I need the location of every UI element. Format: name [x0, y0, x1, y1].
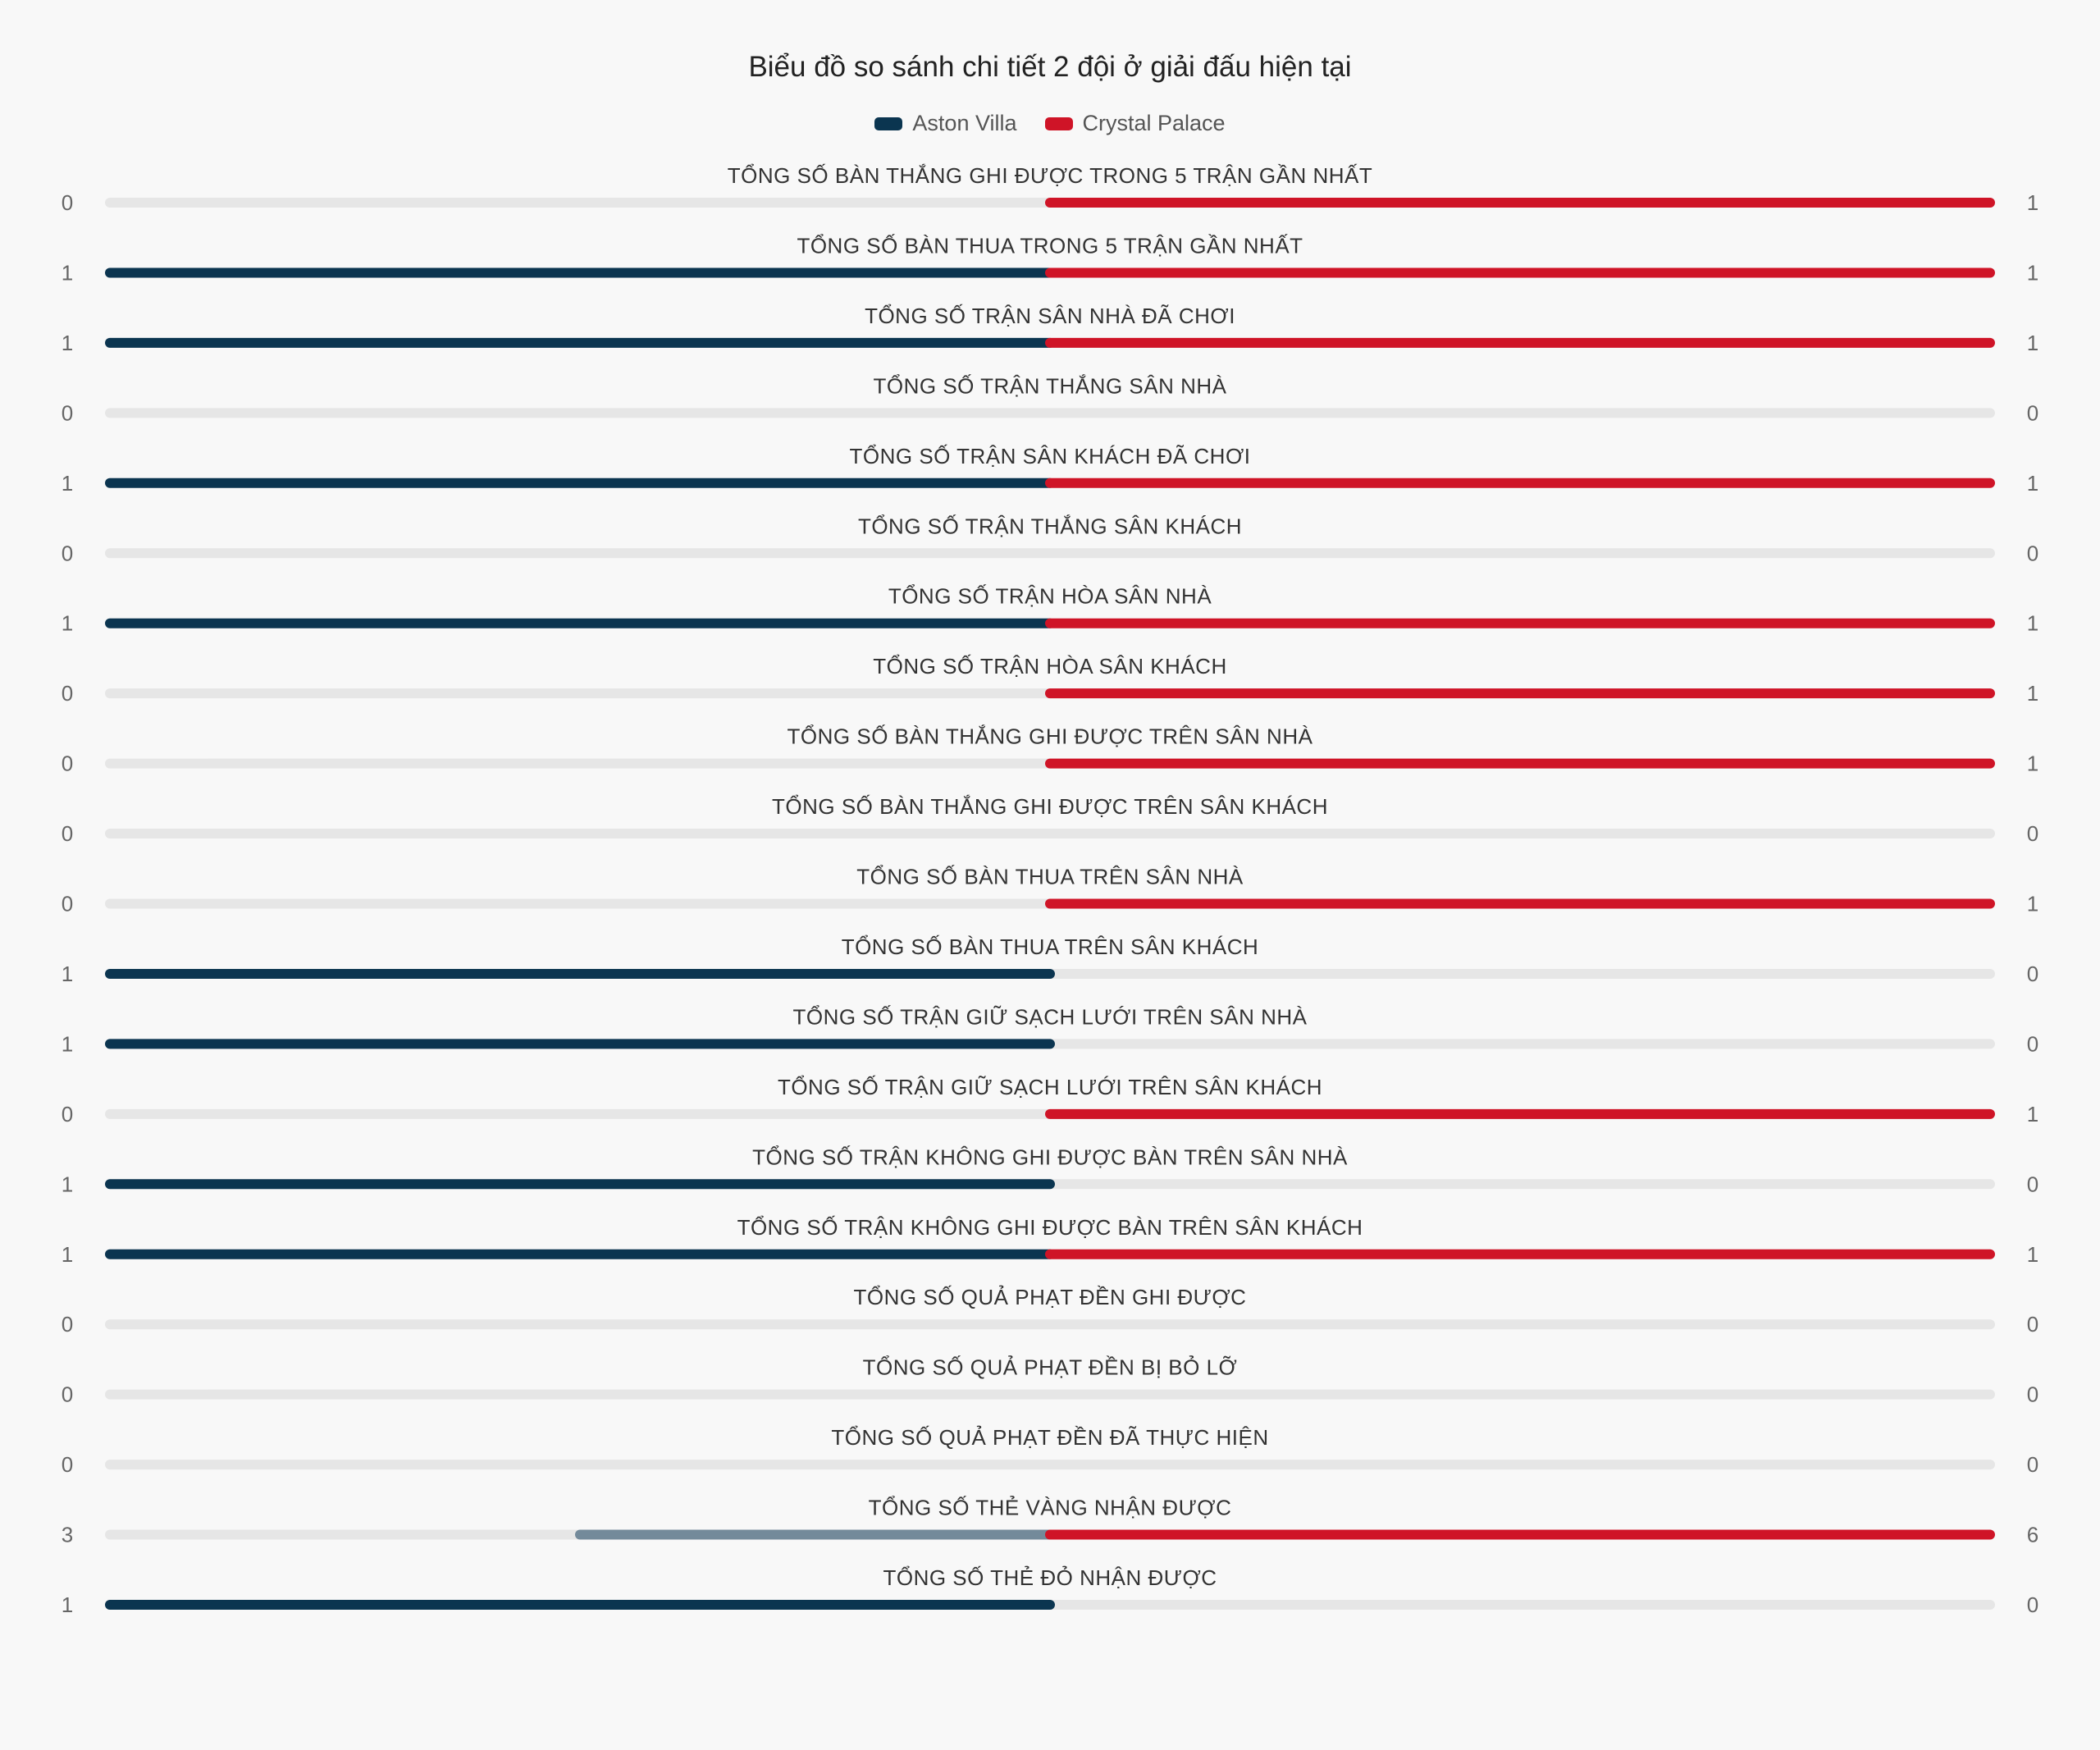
- category-label: TỔNG SỐ TRẬN KHÔNG GHI ĐƯỢC BÀN TRÊN SÂN…: [737, 1215, 1363, 1240]
- value-label-crystal-palace: 0: [2027, 400, 2038, 425]
- value-label-crystal-palace: 1: [2027, 1242, 2038, 1267]
- category-label: TỔNG SỐ BÀN THUA TRONG 5 TRẬN GẦN NHẤT: [797, 233, 1303, 258]
- category-label: TỔNG SỐ BÀN THẮNG GHI ĐƯỢC TRONG 5 TRẬN …: [728, 163, 1372, 188]
- category-label: TỔNG SỐ TRẬN HÒA SÂN KHÁCH: [873, 654, 1226, 679]
- legend: Aston Villa Crystal Palace: [0, 111, 2100, 136]
- category-label: TỔNG SỐ BÀN THẮNG GHI ĐƯỢC TRÊN SÂN NHÀ: [788, 724, 1313, 749]
- value-label-crystal-palace: 0: [2027, 821, 2038, 846]
- value-label-aston-villa: 1: [62, 1592, 73, 1617]
- value-label-aston-villa: 1: [62, 1172, 73, 1196]
- category-label: TỔNG SỐ TRẬN GIỮ SẠCH LƯỚI TRÊN SÂN NHÀ: [793, 1004, 1308, 1029]
- legend-label-crystal-palace: Crystal Palace: [1082, 111, 1226, 135]
- value-label-crystal-palace: 1: [2027, 611, 2038, 636]
- value-label-aston-villa: 0: [62, 821, 73, 846]
- value-label-aston-villa: 0: [62, 400, 73, 425]
- value-label-crystal-palace: 0: [2027, 541, 2038, 565]
- value-label-crystal-palace: 1: [2027, 260, 2038, 285]
- value-label-crystal-palace: 1: [2027, 1102, 2038, 1126]
- category-label: TỔNG SỐ TRẬN KHÔNG GHI ĐƯỢC BÀN TRÊN SÂN…: [752, 1145, 1348, 1169]
- category-label: TỔNG SỐ BÀN THUA TRÊN SÂN KHÁCH: [842, 934, 1259, 959]
- value-label-crystal-palace: 1: [2027, 331, 2038, 355]
- category-label: TỔNG SỐ TRẬN THẮNG SÂN NHÀ: [874, 373, 1227, 398]
- value-label-aston-villa: 1: [62, 1242, 73, 1267]
- value-label-crystal-palace: 0: [2027, 962, 2038, 986]
- value-label-crystal-palace: 0: [2027, 1031, 2038, 1056]
- value-label-crystal-palace: 1: [2027, 471, 2038, 496]
- chart-title: Biểu đồ so sánh chi tiết 2 đội ở giải đấ…: [748, 51, 1352, 83]
- value-label-aston-villa: 0: [62, 541, 73, 565]
- value-label-crystal-palace: 0: [2027, 1592, 2038, 1617]
- value-label-aston-villa: 0: [62, 681, 73, 706]
- value-label-aston-villa: 1: [62, 471, 73, 496]
- legend-item-aston-villa[interactable]: Aston Villa: [874, 111, 1017, 136]
- category-label: TỔNG SỐ TRẬN THẮNG SÂN KHÁCH: [858, 514, 1242, 538]
- value-label-aston-villa: 0: [62, 1382, 73, 1407]
- value-label-aston-villa: 0: [62, 1102, 73, 1126]
- value-label-aston-villa: 1: [62, 260, 73, 285]
- category-label: TỔNG SỐ BÀN THẮNG GHI ĐƯỢC TRÊN SÂN KHÁC…: [772, 794, 1328, 819]
- value-label-aston-villa: 0: [62, 1452, 73, 1477]
- category-label: TỔNG SỐ BÀN THUA TRÊN SÂN NHÀ: [856, 865, 1244, 889]
- value-label-crystal-palace: 1: [2027, 190, 2038, 215]
- category-label: TỔNG SỐ THẺ VÀNG NHẬN ĐƯỢC: [869, 1496, 1232, 1520]
- legend-swatch-crystal-palace: [1044, 117, 1073, 130]
- category-label: TỔNG SỐ QUẢ PHẠT ĐỀN GHI ĐƯỢC: [854, 1285, 1247, 1309]
- value-label-crystal-palace: 0: [2027, 1312, 2038, 1336]
- category-label: TỔNG SỐ TRẬN HÒA SÂN NHÀ: [888, 584, 1212, 609]
- legend-swatch-aston-villa: [874, 117, 903, 130]
- value-label-crystal-palace: 0: [2027, 1452, 2038, 1477]
- value-label-aston-villa: 0: [62, 892, 73, 916]
- value-label-crystal-palace: 0: [2027, 1172, 2038, 1196]
- value-label-aston-villa: 1: [62, 331, 73, 355]
- value-label-aston-villa: 0: [62, 752, 73, 776]
- category-label: TỔNG SỐ TRẬN SÂN KHÁCH ĐÃ CHƠI: [850, 444, 1251, 468]
- category-label: TỔNG SỐ TRẬN GIỮ SẠCH LƯỚI TRÊN SÂN KHÁC…: [778, 1075, 1322, 1099]
- value-label-aston-villa: 0: [62, 1312, 73, 1336]
- category-label: TỔNG SỐ QUẢ PHẠT ĐỀN ĐÃ THỰC HIỆN: [831, 1425, 1268, 1450]
- value-label-crystal-palace: 1: [2027, 752, 2038, 776]
- value-label-aston-villa: 3: [62, 1523, 73, 1547]
- value-label-crystal-palace: 0: [2027, 1382, 2038, 1407]
- value-label-crystal-palace: 6: [2027, 1523, 2038, 1547]
- legend-item-crystal-palace[interactable]: Crystal Palace: [1044, 111, 1226, 136]
- value-label-aston-villa: 1: [62, 611, 73, 636]
- value-label-aston-villa: 1: [62, 962, 73, 986]
- value-label-crystal-palace: 1: [2027, 681, 2038, 706]
- value-label-aston-villa: 1: [62, 1031, 73, 1056]
- value-label-crystal-palace: 1: [2027, 892, 2038, 916]
- value-label-aston-villa: 0: [62, 190, 73, 215]
- category-label: TỔNG SỐ THẺ ĐỎ NHẬN ĐƯỢC: [883, 1565, 1217, 1590]
- legend-label-aston-villa: Aston Villa: [912, 111, 1017, 135]
- category-label: TỔNG SỐ QUẢ PHẠT ĐỀN BỊ BỎ LỠ: [863, 1355, 1238, 1380]
- category-label: TỔNG SỐ TRẬN SÂN NHÀ ĐÃ CHƠI: [865, 304, 1235, 328]
